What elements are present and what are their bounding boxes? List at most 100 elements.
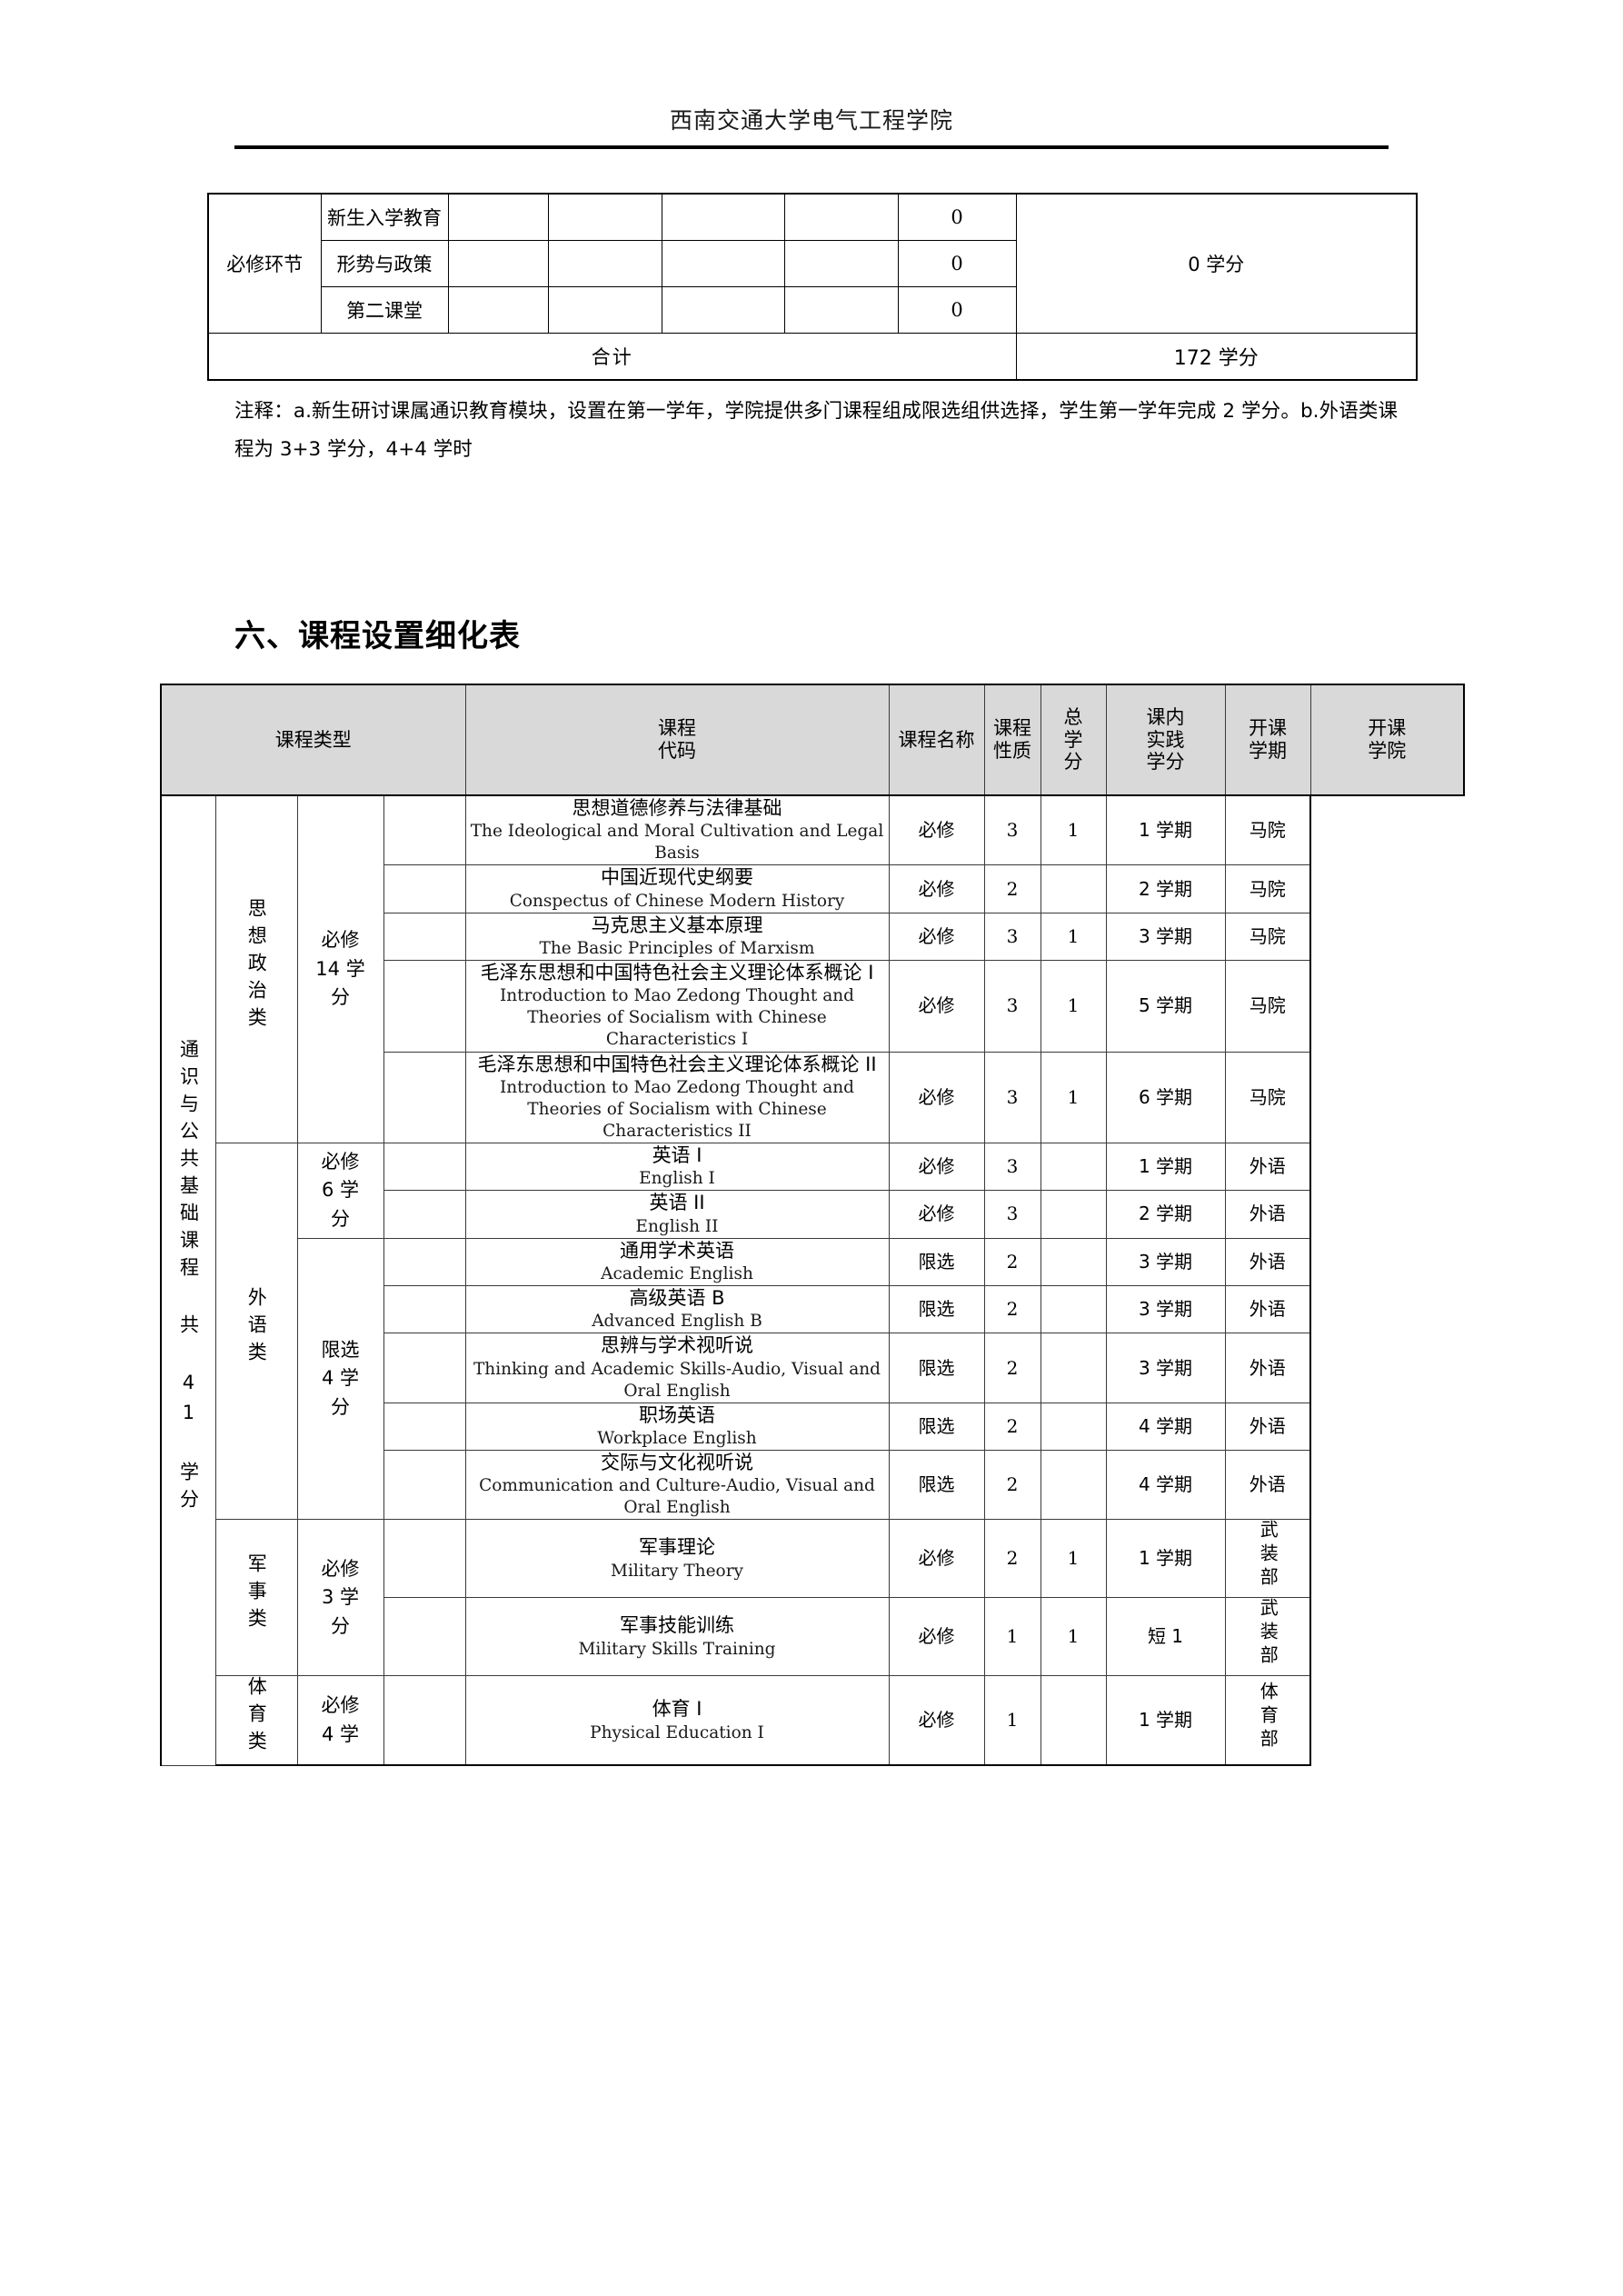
subgroup-label-text: 军事类 [245, 1553, 268, 1636]
course-name-cell: 体育 I Physical Education I [464, 1675, 890, 1767]
course-name-cell: 交际与文化视听说 Communication and Culture-Audio… [464, 1450, 890, 1521]
course-practice-credits-cell [1040, 1450, 1107, 1521]
header-course-code-line1: 课程 [658, 717, 696, 740]
course-total-credits-cell: 1 [983, 1597, 1041, 1677]
course-college-cell: 外语 [1224, 1450, 1311, 1521]
activity-category-cell: 必修环节 [207, 193, 322, 334]
course-code-cell [383, 1142, 466, 1192]
course-name-en: Thinking and Academic Skills-Audio, Visu… [473, 1359, 881, 1401]
course-name-cn: 交际与文化视听说 [601, 1452, 753, 1474]
course-name-cell: 中国近现代史纲要 Conspectus of Chinese Modern Hi… [464, 864, 890, 913]
course-name-en: Advanced English B [592, 1312, 762, 1332]
course-code-cell [383, 960, 466, 1053]
course-nature-cell: 限选 [888, 1450, 985, 1521]
header-practice-credits-line2: 实践 [1146, 728, 1185, 751]
course-total-credits-cell: 2 [983, 1284, 1041, 1334]
course-name-cn: 中国近现代史纲要 [601, 866, 753, 889]
course-name-en: Introduction to Mao Zedong Thought and T… [499, 1077, 855, 1141]
required-activities-table: 必修环节 新生入学教育 0 0 学分 形势与政策 0 [207, 193, 1418, 381]
header-course-code: 课程 代码 [464, 684, 890, 796]
subgroup-label-cell: 思想政治类 [214, 794, 298, 1143]
activity-col4-cell [783, 193, 899, 241]
course-semester-cell: 短 1 [1105, 1597, 1226, 1677]
header-college-line2: 学院 [1368, 740, 1407, 762]
header-total-credits-line2: 学 [1063, 728, 1083, 751]
course-detail-table-wrapper: 课程类型 课程 代码 课程名称 课程 性质 [160, 684, 1465, 1767]
course-practice-credits-cell: 1 [1040, 912, 1107, 962]
course-nature-cell: 限选 [888, 1333, 985, 1403]
activity-col3-cell [661, 286, 785, 334]
course-nature-cell: 必修 [888, 1142, 985, 1192]
course-name-en: Introduction to Mao Zedong Thought and T… [499, 986, 855, 1050]
table-row: 军事类 必修 3 学 分 军事理论 Military Theory [161, 1519, 1464, 1677]
course-code-cell [383, 1519, 466, 1599]
header-course-nature: 课程 性质 [983, 684, 1041, 796]
course-name-en: Workplace English [597, 1429, 757, 1449]
course-name-cn: 通用学术英语 [620, 1239, 734, 1262]
header-course-name: 课程名称 [888, 684, 985, 796]
header-course-nature-line2: 性质 [993, 740, 1031, 762]
course-name-cn: 思想道德修养与法律基础 [572, 797, 782, 819]
course-semester-cell: 1 学期 [1105, 1142, 1226, 1192]
course-name-cn: 马克思主义基本原理 [591, 913, 763, 936]
course-nature-cell: 必修 [888, 912, 985, 962]
course-college-text: 武装部 [1257, 1598, 1279, 1670]
course-college-cell: 外语 [1224, 1284, 1311, 1334]
subgroup-requirement-line2: 3 学 [321, 1586, 360, 1609]
course-name-cn: 毛泽东思想和中国特色社会主义理论体系概论 II [477, 1053, 877, 1075]
course-name-en: Communication and Culture-Audio, Visual … [479, 1476, 875, 1518]
subgroup-requirement-cell: 限选 4 学 分 [296, 1237, 384, 1521]
table-row: 职场英语 Workplace English 限选 2 4 学期 外语 [161, 1402, 1464, 1452]
activity-col1-cell [447, 240, 549, 287]
course-nature-cell: 必修 [888, 794, 985, 866]
course-college-cell: 马院 [1224, 960, 1311, 1053]
total-label-cell: 合计 [207, 333, 1017, 381]
subgroup-requirement-line1: 必修 [321, 1557, 360, 1580]
subgroup-requirement-line3: 分 [331, 1207, 350, 1230]
course-name-cell: 英语 I English I [464, 1142, 890, 1192]
table-total-row: 合计 172 学分 [207, 333, 1418, 381]
course-college-cell: 外语 [1224, 1333, 1311, 1403]
course-semester-cell: 4 学期 [1105, 1402, 1226, 1452]
header-divider-rule [234, 145, 1389, 149]
course-code-cell [383, 1597, 466, 1677]
course-practice-credits-cell: 1 [1040, 1597, 1107, 1677]
course-total-credits-cell: 2 [983, 1519, 1041, 1599]
activity-col2-cell [547, 240, 662, 287]
course-semester-cell: 2 学期 [1105, 864, 1226, 913]
course-name-cell: 马克思主义基本原理 The Basic Principles of Marxis… [464, 912, 890, 962]
subgroup-requirement-line2: 14 学 [315, 957, 365, 980]
header-practice-credits: 课内 实践 学分 [1105, 684, 1226, 796]
activity-credits-cell: 0 [897, 286, 1017, 334]
subgroup-requirement-line1: 必修 [321, 1694, 360, 1717]
course-college-cell: 马院 [1224, 912, 1311, 962]
course-name-cell: 高级英语 B Advanced English B [464, 1284, 890, 1334]
course-name-cell: 毛泽东思想和中国特色社会主义理论体系概论 II Introduction to … [464, 1051, 890, 1143]
course-code-cell [383, 794, 466, 866]
course-nature-cell: 限选 [888, 1237, 985, 1286]
header-semester: 开课 学期 [1224, 684, 1311, 796]
course-name-cell: 英语 II English II [464, 1190, 890, 1239]
header-total-credits-line1: 总 [1063, 705, 1083, 728]
course-college-cell: 武装部 [1224, 1519, 1311, 1599]
course-total-credits-cell: 2 [983, 864, 1041, 913]
course-semester-cell: 3 学期 [1105, 1237, 1226, 1286]
activity-col1-cell [447, 286, 549, 334]
section-heading: 六、课程设置细化表 [234, 618, 521, 654]
course-name-cell: 通用学术英语 Academic English [464, 1237, 890, 1286]
course-nature-cell: 限选 [888, 1284, 985, 1334]
course-semester-cell: 3 学期 [1105, 1284, 1226, 1334]
activity-credits-cell: 0 [897, 193, 1017, 241]
table-row: 毛泽东思想和中国特色社会主义理论体系概论 II Introduction to … [161, 1051, 1464, 1143]
subgroup-label-cell: 外语类 [214, 1142, 298, 1521]
course-code-cell [383, 1190, 466, 1239]
course-semester-cell: 1 学期 [1105, 794, 1226, 866]
course-name-cell: 毛泽东思想和中国特色社会主义理论体系概论 I Introduction to M… [464, 960, 890, 1053]
course-name-en: Military Skills Training [578, 1639, 776, 1659]
required-activities-table-wrapper: 必修环节 新生入学教育 0 0 学分 形势与政策 0 [207, 193, 1418, 381]
course-total-credits-cell: 2 [983, 1402, 1041, 1452]
course-name-cn: 职场英语 [639, 1403, 715, 1426]
course-code-cell [383, 1402, 466, 1452]
course-code-cell [383, 1284, 466, 1334]
activity-col1-cell [447, 193, 549, 241]
